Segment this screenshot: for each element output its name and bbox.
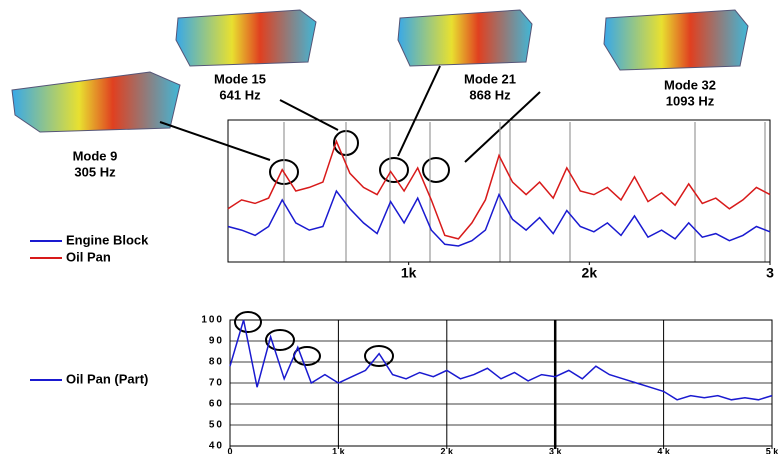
y-tick-label: 80 — [209, 357, 224, 368]
series-line — [228, 141, 770, 239]
y-tick-label: 90 — [209, 336, 224, 347]
legend-label: Oil Pan (Part) — [66, 371, 148, 386]
mode-image — [12, 72, 180, 132]
y-tick-label: 100 — [201, 315, 224, 326]
mode-image — [176, 10, 316, 66]
y-tick-label: 50 — [209, 420, 224, 431]
plot-area — [228, 120, 770, 262]
figure: Mode 9 305 Hz Mode 15 641 Hz Mode 21 868… — [0, 0, 783, 454]
mode-label: Mode 32 — [664, 77, 716, 92]
x-tick-label: 2k — [582, 265, 598, 281]
series-line — [228, 191, 770, 246]
mode-image — [604, 10, 748, 70]
mode-freq: 868 Hz — [469, 87, 511, 102]
mode-label: Mode 9 — [73, 148, 118, 163]
page: Mode 9 305 Hz Mode 15 641 Hz Mode 21 868… — [0, 0, 783, 454]
mode-image — [398, 10, 532, 66]
legend-label: Engine Block — [66, 232, 149, 247]
legend-label: Oil Pan — [66, 249, 111, 264]
order-markers — [284, 122, 765, 262]
mode-freq: 1093 Hz — [666, 93, 715, 108]
y-tick-label: 40 — [209, 441, 224, 452]
x-tick-label: 3 — [766, 265, 774, 281]
series-line — [230, 320, 772, 400]
mode-freq: 641 Hz — [219, 87, 261, 102]
mode-label: Mode 21 — [464, 71, 516, 86]
mode-label: Mode 15 — [214, 71, 266, 86]
y-tick-label: 60 — [209, 399, 224, 410]
y-tick-label: 70 — [209, 378, 224, 389]
mode-freq: 305 Hz — [74, 164, 116, 179]
x-tick-label: 1k — [401, 265, 417, 281]
